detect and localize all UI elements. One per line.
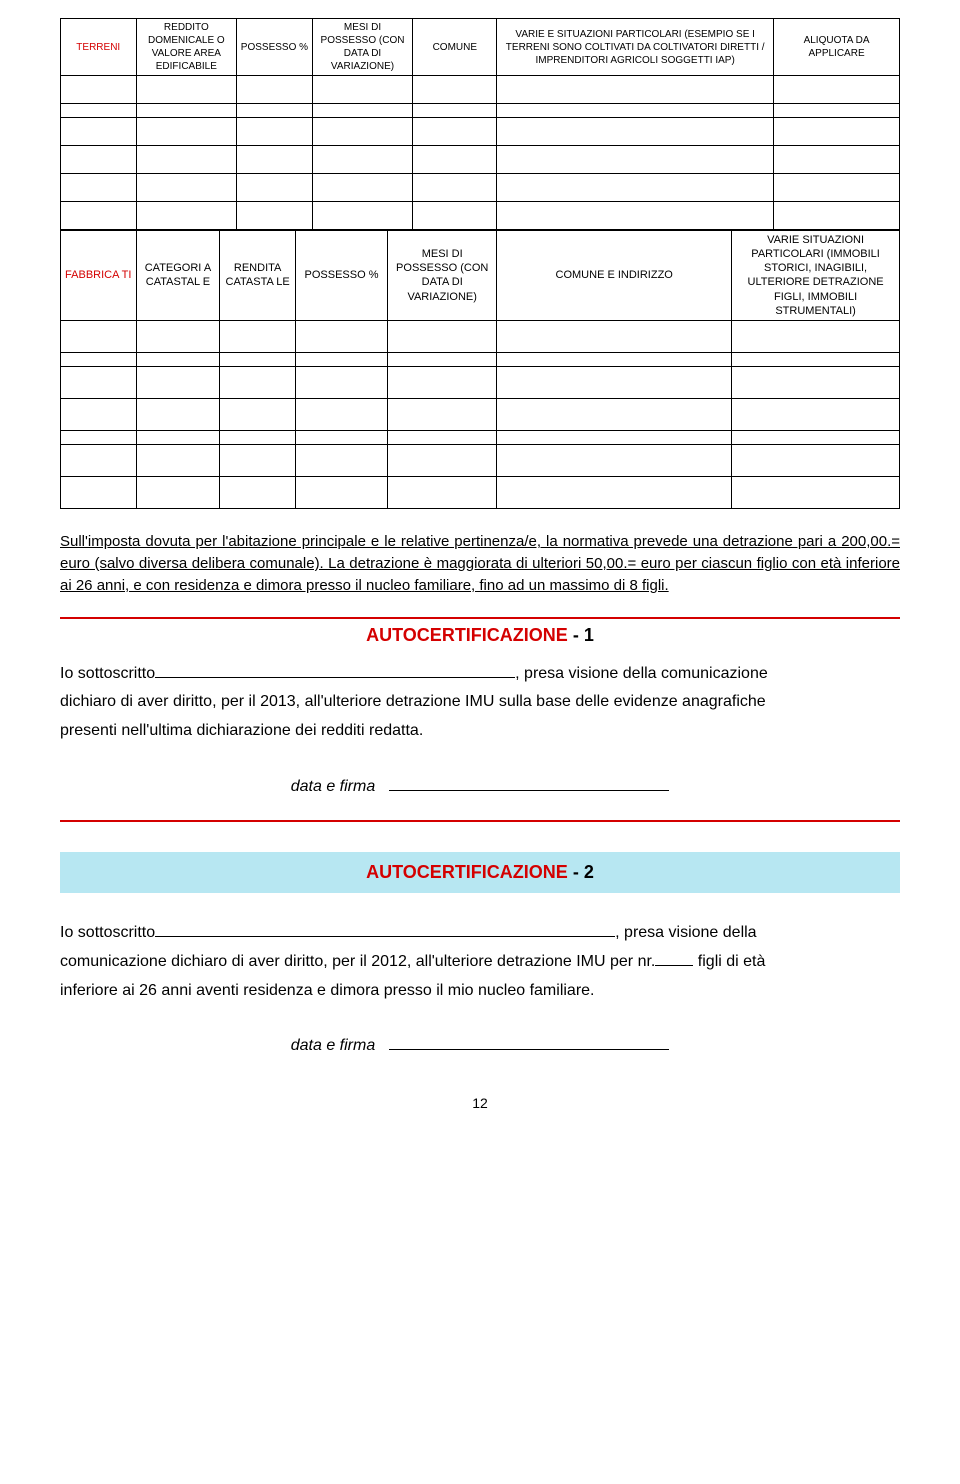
table-row	[61, 477, 900, 509]
cert2-post: , presa visione della	[615, 924, 756, 941]
terreni-table: TERRENI REDDITO DOMENICALE O VALORE AREA…	[60, 18, 900, 230]
cert1-name-blank[interactable]	[155, 660, 515, 678]
divider-red-top	[60, 617, 900, 619]
cert2-body: Io sottoscritto , presa visione della com…	[60, 919, 900, 1005]
t2-h6: VARIE SITUAZIONI PARTICOLARI (IMMOBILI S…	[732, 230, 900, 321]
t1-h3: MESI DI POSSESSO (CON DATA DI VARIAZIONE…	[312, 19, 413, 76]
t2-h5: COMUNE E INDIRIZZO	[497, 230, 732, 321]
table-row	[61, 321, 900, 353]
table-row	[61, 118, 900, 146]
t1-h6: ALIQUOTA DA APPLICARE	[774, 19, 900, 76]
table-row	[61, 146, 900, 174]
cert2-nr-blank[interactable]	[655, 948, 693, 966]
t2-h3: POSSESSO %	[295, 230, 387, 321]
cert1-line3: presenti nell'ultima dichiarazione dei r…	[60, 717, 900, 746]
page: TERRENI REDDITO DOMENICALE O VALORE AREA…	[0, 0, 960, 1151]
t1-h0: TERRENI	[61, 19, 137, 76]
t2-h0: FABBRICA TI	[61, 230, 137, 321]
t1-h4: COMUNE	[413, 19, 497, 76]
t2-h2: RENDITA CATASTA LE	[220, 230, 296, 321]
table-row	[61, 367, 900, 399]
table-row	[61, 431, 900, 445]
cert1-sig-label: data e firma	[291, 778, 375, 796]
cert2-signature: data e firma	[60, 1037, 900, 1055]
cert1-line2: dichiaro di aver diritto, per il 2013, a…	[60, 688, 900, 717]
cert2-title-band: AUTOCERTIFICAZIONE - 2	[60, 852, 900, 893]
cert1-pre: Io sottoscritto	[60, 665, 155, 682]
cert2-line2pre: comunicazione dichiaro di aver diritto, …	[60, 953, 655, 970]
detrazione-note: Sull'imposta dovuta per l'abitazione pri…	[60, 531, 900, 596]
cert1-title: AUTOCERTIFICAZIONE - 1	[60, 625, 900, 646]
cert1-post: , presa visione della comunicazione	[515, 665, 768, 682]
cert2-pre: Io sottoscritto	[60, 924, 155, 941]
table-row	[61, 104, 900, 118]
table-row	[61, 353, 900, 367]
table-row	[61, 445, 900, 477]
cert1-sig-blank[interactable]	[389, 790, 669, 791]
cert2-sig-blank[interactable]	[389, 1049, 669, 1050]
table-row	[61, 399, 900, 431]
cert2-sig-label: data e firma	[291, 1037, 375, 1055]
cert2-line3: inferiore ai 26 anni aventi residenza e …	[60, 977, 900, 1006]
cert1-signature: data e firma	[60, 778, 900, 796]
fabbricati-table: FABBRICA TI CATEGORI A CATASTAL E RENDIT…	[60, 230, 900, 510]
t1-h5: VARIE E SITUAZIONI PARTICOLARI (ESEMPIO …	[497, 19, 774, 76]
t1-h1: REDDITO DOMENICALE O VALORE AREA EDIFICA…	[136, 19, 237, 76]
cert2-name-blank[interactable]	[155, 919, 615, 937]
t2-h1: CATEGORI A CATASTAL E	[136, 230, 220, 321]
t2-h4: MESI DI POSSESSO (CON DATA DI VARIAZIONE…	[388, 230, 497, 321]
table-row	[61, 202, 900, 230]
table-row	[61, 174, 900, 202]
cert1-body: Io sottoscritto , presa visione della com…	[60, 660, 900, 746]
t1-h2: POSSESSO %	[237, 19, 313, 76]
divider-red-bottom	[60, 820, 900, 822]
table-row	[61, 76, 900, 104]
cert2-line2post: figli di età	[693, 953, 765, 970]
page-number: 12	[60, 1095, 900, 1111]
